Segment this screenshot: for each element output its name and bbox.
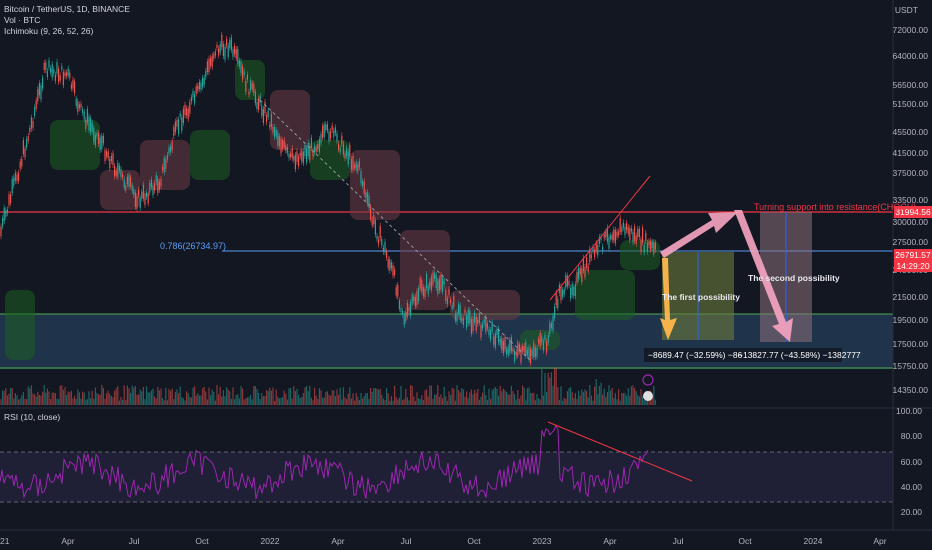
rsi-tick: 60.00 <box>900 457 922 467</box>
ichimoku-label[interactable]: Ichimoku (9, 26, 52, 26) <box>4 26 94 36</box>
price-tick: 51500.00 <box>892 99 928 109</box>
rsi-tick: 100.00 <box>896 406 922 416</box>
time-tick: 21 <box>0 536 10 546</box>
time-tick: 2022 <box>260 536 280 546</box>
symbol-title[interactable]: Bitcoin / TetherUS, 1D, BINANCE <box>4 4 130 14</box>
first-possibility-label: The first possibility <box>662 292 740 302</box>
dashed-trendline <box>259 99 531 361</box>
resistance-price-tag: 31994.56 <box>894 206 932 218</box>
down-arrow-first[interactable] <box>660 258 677 340</box>
price-tick: 30000.00 <box>892 217 928 227</box>
event-icon[interactable] <box>642 374 654 386</box>
fib-label: 0.786(26734.97) <box>160 241 227 251</box>
time-tick: 2024 <box>803 536 823 546</box>
choch-label: Turning support into resistance(CHOCH) <box>754 202 917 212</box>
rsi-line <box>0 424 649 500</box>
flag-icon[interactable] <box>643 391 653 401</box>
second-possibility-label: The second possibility <box>748 273 840 283</box>
measure-bg-1 <box>644 348 734 362</box>
rsi-tick: 20.00 <box>900 507 922 517</box>
time-tick: Apr <box>603 536 617 546</box>
price-tick: 41500.00 <box>892 148 928 158</box>
rsi-tick: 80.00 <box>900 431 922 441</box>
time-tick: Jul <box>128 536 140 546</box>
price-tick: 17500.00 <box>892 339 928 349</box>
time-tick: Jul <box>400 536 412 546</box>
current-price-tag: 26791.57 <box>894 249 932 261</box>
price-tick: 45500.00 <box>892 127 928 137</box>
rsi-band <box>0 452 893 502</box>
price-tick: 15750.00 <box>892 361 928 371</box>
time-tick: Jul <box>672 536 684 546</box>
price-tick: 14350.00 <box>892 385 928 395</box>
legend: Bitcoin / TetherUS, 1D, BINANCE Vol · BT… <box>4 4 130 37</box>
rsi-title[interactable]: RSI (10, close) <box>4 412 61 422</box>
price-tick: 19500.00 <box>892 315 928 325</box>
time-tick: Apr <box>331 536 345 546</box>
candles <box>0 31 656 367</box>
price-tick: 64000.00 <box>892 51 928 61</box>
volume-label[interactable]: Vol · BTC <box>4 15 41 25</box>
measure-label-1: −8689.47 (−32.59%) −86 <box>648 350 743 360</box>
price-tick: 72000.00 <box>892 25 928 35</box>
price-tick: 33500.00 <box>892 195 928 205</box>
currency-label: USDT <box>894 5 918 15</box>
up-arrow[interactable] <box>660 212 738 258</box>
price-tick: 56500.00 <box>892 80 928 90</box>
time-tick: Oct <box>195 536 209 546</box>
time-tick: Apr <box>61 536 75 546</box>
price-tick: 37500.00 <box>892 168 928 178</box>
price-tick: 27500.00 <box>892 237 928 247</box>
rsi-divergence-line[interactable] <box>547 421 693 482</box>
down-arrow-second[interactable] <box>734 210 793 342</box>
price-tick: 21500.00 <box>892 292 928 302</box>
rising-trendline[interactable] <box>549 175 651 301</box>
countdown-tag: 14:29:20 <box>894 260 932 272</box>
measure-label-2: −13827.77 (−43.58%) −1382777 <box>738 350 861 360</box>
time-tick: 2023 <box>532 536 552 546</box>
volume-bars <box>0 367 656 405</box>
time-tick: Oct <box>467 536 481 546</box>
rsi-tick: 40.00 <box>900 482 922 492</box>
time-tick: Apr <box>873 536 887 546</box>
time-tick: Oct <box>738 536 752 546</box>
measure-bg-2 <box>734 348 842 362</box>
